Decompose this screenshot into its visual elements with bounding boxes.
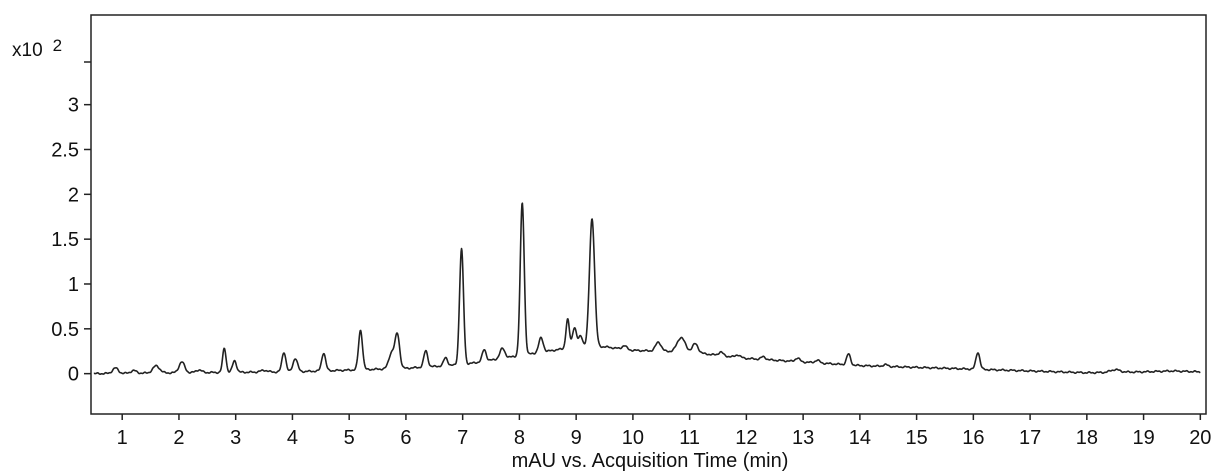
x-tick-label: 20 — [1189, 427, 1211, 449]
chromatogram-trace — [93, 202, 1201, 375]
y-axis: 0 0.5 1 1.5 2 2.5 3 — [51, 95, 91, 386]
y-tick-label: 2 — [68, 184, 79, 206]
x-tick-label: 4 — [287, 427, 298, 449]
y-multiplier-base: x10 — [12, 40, 43, 61]
x-tick-label: 19 — [1132, 427, 1154, 449]
x-tick-label: 17 — [1019, 427, 1041, 449]
x-axis: 1 2 3 4 5 6 7 8 9 10 11 12 13 14 15 16 17 18 19 20 — [117, 414, 1211, 449]
plot-frame — [90, 14, 1207, 415]
y-tick-label: 2.5 — [51, 139, 79, 161]
x-tick-label: 5 — [344, 427, 355, 449]
x-tick-label: 11 — [679, 427, 700, 449]
y-multiplier: x10 2 — [12, 36, 62, 61]
x-tick-label: 12 — [735, 427, 757, 449]
x-tick-label: 14 — [849, 427, 871, 449]
y-tick-label: 1.5 — [51, 229, 79, 251]
y-tick-label: 0.5 — [51, 319, 79, 341]
x-tick-label: 2 — [173, 427, 184, 449]
y-tick-label: 1 — [68, 274, 79, 296]
x-tick-label: 7 — [457, 427, 468, 449]
x-tick-label: 16 — [962, 427, 984, 449]
x-tick-label: 6 — [400, 427, 411, 449]
y-tick-label: 3 — [68, 95, 79, 117]
y-multiplier-exponent: 2 — [53, 36, 62, 55]
x-tick-label: 8 — [514, 427, 525, 449]
y-tick-label: 0 — [68, 364, 79, 386]
x-axis-label: mAU vs. Acquisition Time (min) — [512, 450, 789, 472]
x-tick-label: 9 — [571, 427, 582, 449]
x-tick-label: 15 — [905, 427, 927, 449]
x-tick-label: 13 — [792, 427, 814, 449]
x-tick-label: 3 — [230, 427, 241, 449]
x-tick-label: 1 — [117, 427, 128, 449]
x-tick-label: 18 — [1076, 427, 1098, 449]
x-tick-label: 10 — [622, 427, 644, 449]
